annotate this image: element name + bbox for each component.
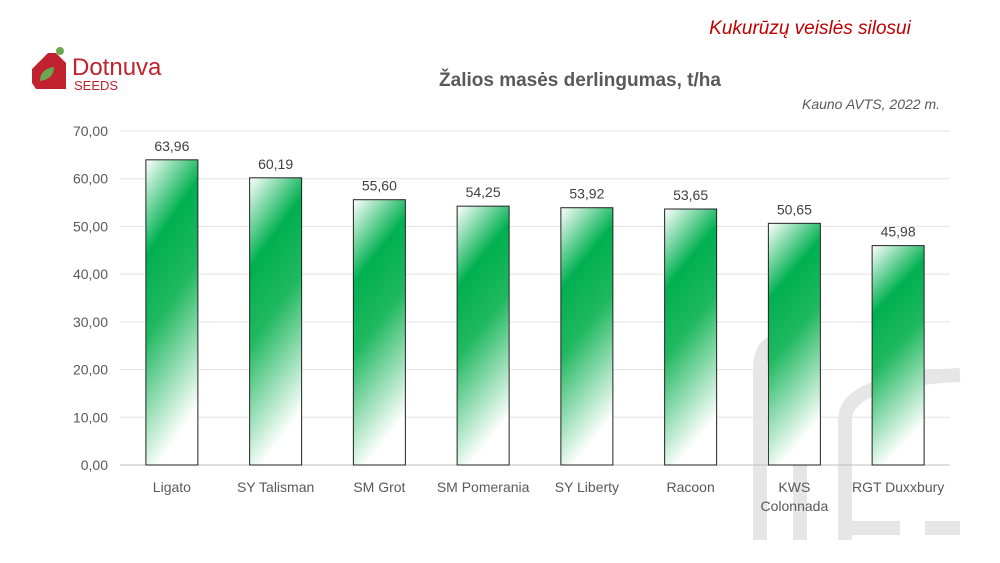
y-tick-label: 0,00 bbox=[81, 457, 108, 473]
data-label: 63,96 bbox=[154, 138, 189, 154]
y-tick-label: 70,00 bbox=[73, 123, 108, 139]
dotnuva-logo: Dotnuva SEEDS bbox=[26, 47, 166, 98]
bar bbox=[767, 222, 821, 466]
x-tick-label: SY Talisman bbox=[237, 479, 314, 495]
y-tick-label: 20,00 bbox=[73, 362, 108, 378]
y-tick-label: 10,00 bbox=[73, 409, 108, 425]
chart-title: Žalios masės derlingumas, t/ha bbox=[439, 70, 721, 91]
x-tick-label: KWS bbox=[778, 479, 810, 495]
data-label: 45,98 bbox=[881, 224, 916, 240]
y-tick-label: 40,00 bbox=[73, 266, 108, 282]
data-label: 55,60 bbox=[362, 178, 397, 194]
bar bbox=[664, 208, 718, 466]
bar bbox=[352, 199, 406, 466]
svg-text:SEEDS: SEEDS bbox=[74, 78, 118, 93]
bar bbox=[456, 205, 510, 466]
y-tick-label: 60,00 bbox=[73, 171, 108, 187]
data-label: 60,19 bbox=[258, 156, 293, 172]
x-tick-label: Ligato bbox=[153, 479, 191, 495]
bar bbox=[249, 177, 303, 466]
chart-subtitle: Kauno AVTS, 2022 m. bbox=[801, 96, 940, 112]
y-tick-label: 50,00 bbox=[73, 218, 108, 234]
bar bbox=[871, 245, 925, 466]
bar bbox=[560, 207, 614, 466]
y-tick-label: 30,00 bbox=[73, 314, 108, 330]
bar bbox=[145, 159, 199, 466]
data-label: 53,92 bbox=[569, 186, 604, 202]
data-label: 53,65 bbox=[673, 187, 708, 203]
data-label: 50,65 bbox=[777, 201, 812, 217]
data-label: 54,25 bbox=[466, 184, 501, 200]
caption: Kukurūzų veislės silosui bbox=[709, 18, 911, 39]
x-tick-label: RGT Duxxbury bbox=[852, 479, 944, 495]
x-tick-label: Racoon bbox=[666, 479, 714, 495]
x-tick-label: Colonnada bbox=[761, 498, 829, 514]
x-tick-label: SM Pomerania bbox=[437, 479, 530, 495]
x-tick-label: SM Grot bbox=[353, 479, 405, 495]
svg-text:Dotnuva: Dotnuva bbox=[72, 54, 162, 81]
x-tick-label: SY Liberty bbox=[555, 479, 619, 495]
